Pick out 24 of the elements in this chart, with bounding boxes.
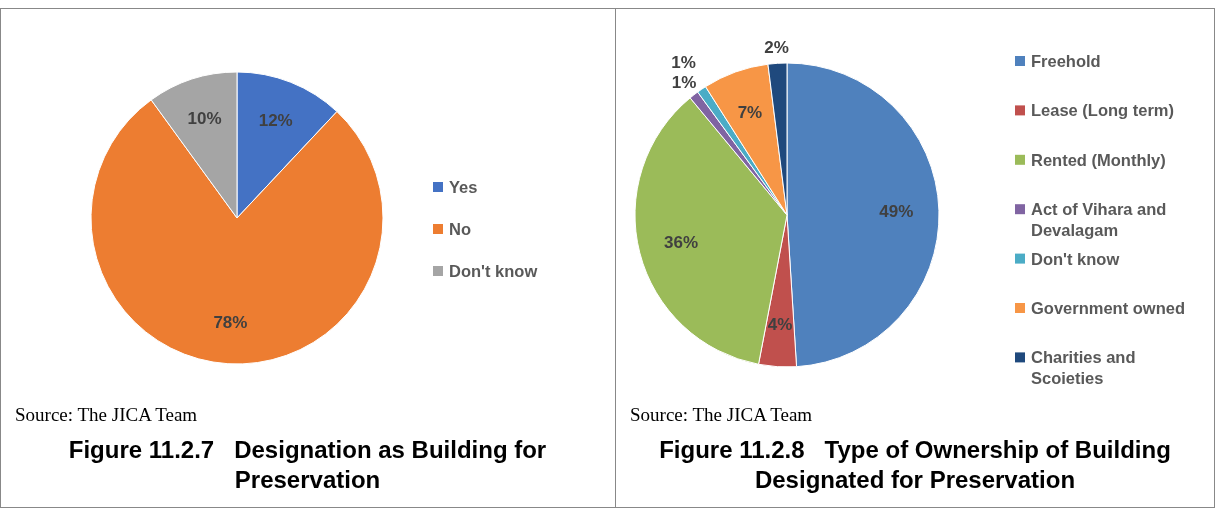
legend-label: Charities and Scoieties bbox=[1031, 348, 1136, 388]
data-label: 78% bbox=[213, 313, 248, 333]
legend-label: Don't know bbox=[1031, 249, 1120, 268]
data-label: 4% bbox=[767, 314, 793, 334]
data-label: 49% bbox=[879, 202, 914, 222]
legend-label: Rented (Monthly) bbox=[1031, 150, 1166, 169]
legend-label: Freehold bbox=[1031, 52, 1101, 70]
legend-label: Lease (Long term) bbox=[1031, 101, 1175, 120]
legend-label: Yes bbox=[449, 178, 478, 196]
data-label: 36% bbox=[663, 232, 699, 252]
data-label: 1% bbox=[671, 53, 696, 73]
data-label: 2% bbox=[764, 37, 789, 57]
source-note: Source: The JICA Team bbox=[15, 404, 198, 425]
source-note: Source: The JICA Team bbox=[630, 404, 813, 425]
data-label: 10% bbox=[187, 108, 222, 128]
legend-label: Act of Vihara and Devalagam bbox=[1031, 200, 1167, 240]
data-label: 1% bbox=[671, 72, 697, 92]
legend-label: No bbox=[449, 220, 471, 238]
data-label: 7% bbox=[737, 102, 763, 122]
text: Figure 11.2.7 Designation as Building for Preservation bbox=[68, 436, 547, 493]
legend-label: Don't know bbox=[449, 262, 538, 280]
legend-label: Government owned bbox=[1031, 299, 1186, 317]
text: Figure 11.2.8 Type of Ownership of Building Designated for Preservation bbox=[659, 436, 1171, 493]
data-label: 12% bbox=[258, 110, 293, 130]
